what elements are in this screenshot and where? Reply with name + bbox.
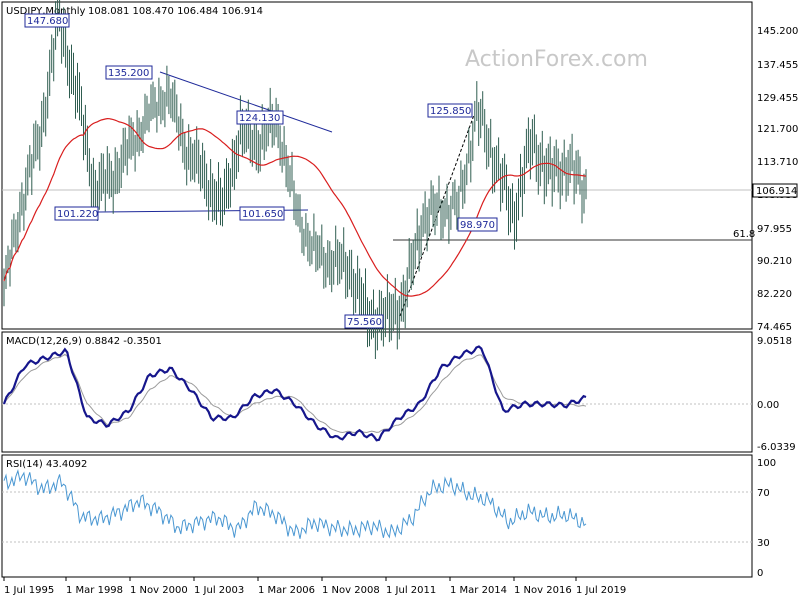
svg-text:106.914: 106.914: [756, 186, 797, 197]
x-tick-label: 1 Nov 2016: [514, 585, 572, 596]
price-bars: [3, 0, 587, 359]
rsi-tick-label: 100: [757, 458, 776, 469]
resistance-trendline: [159, 71, 333, 133]
macd-label: MACD(12,26,9) 0.8842 -0.3501: [6, 336, 162, 347]
rsi-tick-label: 30: [757, 538, 770, 549]
chart-symbol: USDJPY,Monthly: [6, 6, 86, 17]
annotation-135200: 135.200: [105, 65, 153, 80]
annotation-75560: 75.560: [344, 314, 384, 329]
annotation-124130: 124.130: [236, 110, 284, 125]
svg-text:75.560: 75.560: [347, 317, 382, 328]
macd-tick-label: 0.00: [757, 400, 779, 411]
svg-text:147.680: 147.680: [27, 16, 68, 27]
rsi-panel: [1, 454, 753, 578]
last-price-tag: 106.914: [752, 183, 798, 198]
price-tick-label: 129.455: [757, 93, 798, 104]
annotation-98970: 98.970: [457, 217, 498, 232]
price-tick-label: 82.220: [757, 289, 792, 300]
svg-text:135.200: 135.200: [108, 68, 149, 79]
macd-tick-label: -6.0339: [757, 442, 796, 453]
macd-axis: 9.0518 0.00 -6.0339: [757, 336, 796, 453]
x-tick-label: 1 Nov 2000: [130, 585, 188, 596]
x-tick-label: 1 Mar 2014: [450, 585, 507, 596]
price-tick-label: 121.700: [757, 124, 798, 135]
annotation-147680: 147.680: [24, 13, 70, 28]
price-axis: 145.200137.455129.455121.700113.710105.9…: [757, 26, 798, 333]
macd-tick-label: 9.0518: [757, 336, 792, 347]
watermark: ActionForex.com: [465, 47, 648, 72]
annotation-101650: 101.650: [239, 206, 285, 221]
price-tick-label: 90.210: [757, 256, 792, 267]
price-tick-label: 145.200: [757, 26, 798, 37]
x-tick-label: 1 Mar 2006: [258, 585, 315, 596]
macd-line: [2, 345, 587, 442]
x-tick-label: 1 Jul 1995: [4, 585, 54, 596]
x-tick-label: 1 Nov 2008: [322, 585, 380, 596]
fib-618-label: 61.8: [733, 229, 755, 240]
x-tick-label: 1 Jul 2003: [194, 585, 244, 596]
svg-text:125.850: 125.850: [430, 106, 471, 117]
price-tick-label: 113.710: [757, 157, 798, 168]
x-tick-label: 1 Mar 1998: [66, 585, 123, 596]
svg-text:101.220: 101.220: [57, 209, 98, 220]
svg-text:98.970: 98.970: [460, 220, 495, 231]
rsi-line: [3, 468, 587, 539]
rsi-tick-label: 70: [757, 488, 770, 499]
rsi-label: RSI(14) 43.4092: [6, 459, 87, 470]
annotation-125850: 125.850: [427, 103, 473, 118]
price-tick-label: 137.455: [757, 60, 798, 71]
chart-ohlc: 108.081 108.470 106.484 106.914: [88, 6, 263, 17]
price-tick-label: 97.955: [757, 224, 792, 235]
svg-text:101.650: 101.650: [242, 209, 283, 220]
x-tick-label: 1 Jul 2019: [576, 585, 626, 596]
rsi-axis: 100 70 30 0: [757, 458, 776, 579]
x-axis: 1 Jul 1995 1 Mar 1998 1 Nov 2000 1 Jul 2003…: [3, 577, 626, 596]
price-tick-label: 74.465: [757, 322, 792, 333]
moving-average-line: [3, 117, 587, 297]
svg-text:124.130: 124.130: [239, 113, 280, 124]
annotation-101220: 101.220: [54, 206, 99, 221]
rsi-tick-label: 0: [757, 568, 763, 579]
x-tick-label: 1 Jul 2011: [386, 585, 436, 596]
